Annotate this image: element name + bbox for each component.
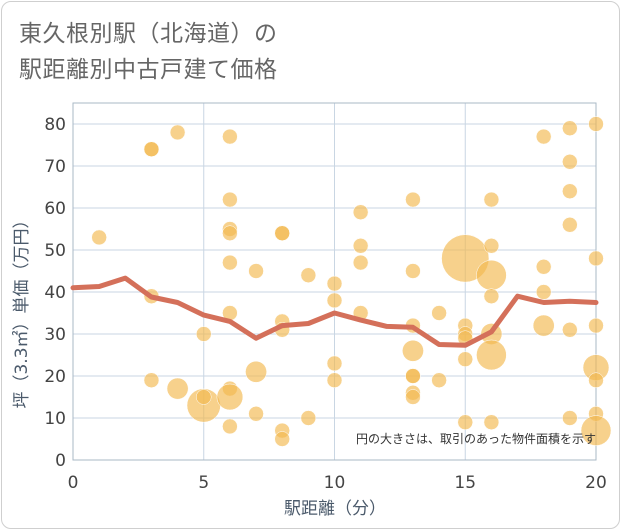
bubble-point	[300, 410, 317, 426]
y-tick-label: 10	[44, 409, 66, 429]
bubble-point	[274, 225, 290, 241]
y-tick-labels: 0 10 20 30 40 50 60 70 80	[44, 115, 66, 471]
bubble-point	[562, 217, 578, 233]
bubble-point	[248, 263, 264, 279]
bubble-point	[405, 191, 421, 208]
bubble-point	[300, 267, 317, 283]
bubble-point	[248, 406, 264, 422]
bubble-point	[588, 372, 604, 388]
bubble-point	[91, 229, 107, 246]
bubble-point	[562, 120, 578, 136]
bubble-point	[535, 284, 552, 300]
average-price-line	[70, 275, 599, 348]
y-tick-label: 0	[55, 451, 66, 471]
bubble-point	[476, 339, 507, 371]
x-tick-labels: 0 5 10 15 20	[68, 473, 607, 493]
x-tick-label: 15	[454, 473, 476, 493]
bubble-point	[169, 124, 186, 141]
bubble-point	[326, 275, 343, 292]
bubble-point	[476, 259, 507, 291]
bubble-point	[405, 263, 421, 279]
bubble-point	[405, 389, 421, 405]
bubble-point	[222, 225, 238, 241]
y-tick-label: 20	[44, 367, 66, 387]
bubble-point	[143, 141, 160, 157]
bubble-point	[402, 339, 424, 362]
bubble-point	[457, 351, 473, 367]
bubble-point	[326, 355, 343, 372]
bubble-point	[588, 317, 604, 334]
y-tick-label: 60	[44, 199, 66, 219]
y-tick-label: 30	[44, 325, 66, 345]
y-axis-label: 坪（3.3㎡）単価（万円）	[12, 211, 32, 408]
bubble-point	[405, 368, 421, 384]
bubble-point	[352, 238, 369, 254]
bubble-point	[143, 372, 160, 388]
bubble-point	[588, 116, 604, 132]
bubble-point	[222, 191, 238, 208]
y-tick-label: 40	[44, 283, 66, 303]
bubble-point	[483, 288, 500, 304]
bubble-point	[352, 254, 369, 271]
plot-frame	[72, 102, 597, 461]
bubble-point	[562, 410, 578, 426]
y-tick-label: 50	[44, 241, 66, 261]
bubble-point	[483, 191, 500, 208]
chart-title: 東久根別駅（北海道）の 駅距離別中古戸建て価格	[19, 16, 278, 88]
bubble-point	[274, 431, 290, 447]
bubble-point	[222, 128, 238, 145]
bubble-size-note: 円の大きさは、取引のあった物件面積を示す	[356, 431, 596, 446]
bubble-point	[562, 183, 578, 199]
bubble-point	[216, 383, 244, 411]
bubble-point	[483, 414, 500, 430]
chart-title-line-2: 駅距離別中古戸建て価格	[19, 57, 278, 83]
bubble-point	[352, 204, 369, 220]
bubble-point	[457, 414, 473, 430]
bubble-point	[562, 322, 578, 338]
y-tick-label: 70	[44, 157, 66, 177]
bubble-point	[431, 372, 447, 388]
bubble-point	[535, 259, 552, 275]
bubble-point	[326, 292, 343, 309]
x-tick-label: 10	[324, 473, 346, 493]
bubble-point	[222, 418, 238, 435]
bubble-point	[222, 254, 238, 271]
x-tick-label: 5	[198, 473, 209, 493]
x-tick-label: 0	[68, 473, 79, 493]
x-tick-label: 20	[585, 473, 607, 493]
chart-title-line-1: 東久根別駅（北海道）の	[19, 21, 278, 47]
bubble-point	[535, 128, 552, 145]
bubble-point	[326, 372, 343, 388]
bubble-point	[166, 377, 189, 400]
y-tick-label: 80	[44, 115, 66, 135]
bubble-point	[431, 305, 447, 321]
bubble-point	[196, 389, 212, 405]
bubble-point	[245, 360, 267, 383]
x-axis-label: 駅距離（分）	[284, 499, 386, 519]
bubble-point	[562, 154, 578, 170]
bubble-point	[580, 415, 612, 446]
bubble-point	[483, 238, 500, 254]
bubble-point	[532, 314, 555, 337]
bubble-point	[588, 250, 604, 267]
bubble-point	[196, 326, 212, 342]
